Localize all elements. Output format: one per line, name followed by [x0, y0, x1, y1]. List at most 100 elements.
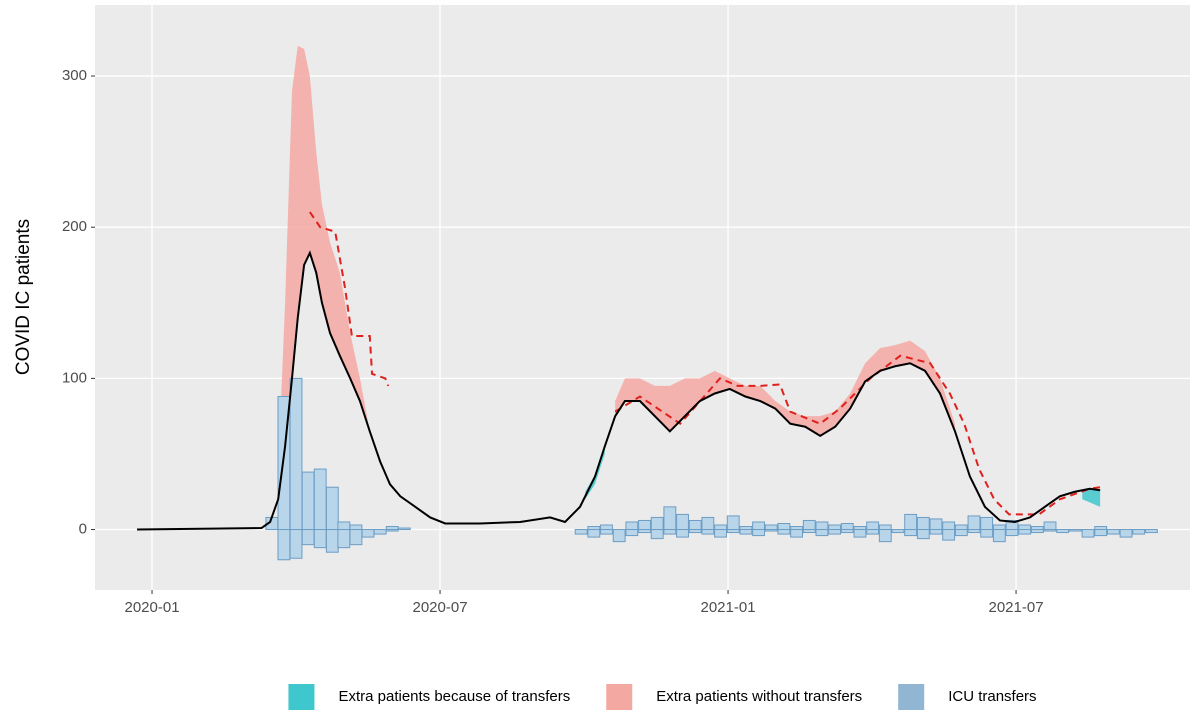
bar	[361, 529, 375, 538]
bar	[752, 529, 765, 537]
bar	[980, 529, 994, 538]
bar	[625, 521, 639, 531]
bar	[916, 529, 930, 540]
bar	[349, 529, 363, 546]
y-tick-label: 100	[62, 369, 87, 386]
bar	[1094, 529, 1108, 537]
bar	[764, 524, 778, 531]
bar	[866, 521, 880, 531]
bar	[891, 529, 905, 534]
bar	[1144, 529, 1158, 534]
bar	[840, 529, 854, 534]
legend-item: Extra patients because of transfers	[288, 684, 570, 710]
bar	[1043, 529, 1057, 532]
bar	[1081, 529, 1095, 538]
bar	[1056, 529, 1070, 534]
bar	[802, 529, 816, 534]
bar	[289, 529, 303, 559]
bar	[828, 529, 842, 535]
bar	[600, 524, 613, 531]
bar	[916, 516, 930, 531]
bar	[992, 524, 1006, 531]
bar	[337, 521, 351, 531]
bar	[929, 518, 943, 531]
legend-swatch	[606, 684, 633, 710]
legend-label: Extra patients because of transfers	[338, 688, 570, 705]
bar	[313, 529, 327, 549]
legend-label: Extra patients without transfers	[656, 688, 862, 705]
bar	[942, 521, 956, 531]
bar	[802, 519, 816, 531]
bar	[840, 522, 854, 531]
bar	[752, 521, 765, 531]
bar	[1132, 529, 1146, 535]
bar	[701, 529, 715, 535]
bar	[612, 529, 626, 543]
bar	[325, 529, 339, 553]
bar	[397, 527, 411, 531]
bar	[676, 529, 689, 538]
bar	[853, 529, 867, 538]
bar	[337, 529, 351, 549]
bar	[942, 529, 956, 541]
x-tick-label: 2021-01	[701, 599, 756, 616]
x-tick-label: 2020-01	[124, 599, 179, 616]
bar	[1068, 529, 1082, 532]
bar	[1005, 529, 1019, 537]
legend-swatch	[898, 684, 925, 710]
bar	[625, 529, 639, 537]
bar	[701, 516, 715, 531]
bar	[878, 529, 892, 543]
bar	[638, 519, 651, 531]
line	[137, 250, 1101, 531]
plot-panel	[95, 5, 1190, 590]
bar	[301, 471, 315, 531]
legend-label: ICU transfers	[948, 688, 1036, 705]
bar	[1043, 521, 1057, 531]
bar	[904, 513, 918, 531]
bar	[289, 377, 303, 531]
bar	[815, 521, 829, 531]
area	[1082, 488, 1101, 507]
bar	[1018, 524, 1032, 531]
bar	[726, 515, 740, 531]
bar	[325, 486, 339, 531]
bar	[373, 529, 387, 535]
y-tick-label: 0	[79, 521, 87, 538]
x-tick-label: 2021-07	[989, 599, 1044, 616]
bar	[954, 524, 968, 531]
bar	[992, 529, 1006, 543]
bar	[967, 515, 981, 531]
bar	[777, 529, 791, 535]
y-tick-label: 300	[62, 67, 87, 84]
x-tick-label: 2020-07	[413, 599, 468, 616]
bar	[1119, 529, 1133, 538]
bar	[385, 529, 399, 532]
bar	[714, 524, 727, 531]
bar	[815, 529, 829, 537]
bar	[1030, 529, 1044, 534]
bar	[714, 529, 727, 538]
bar	[878, 524, 892, 531]
axes: 0 100 200 300 2020-01 2020-07 2021-01 2021-07	[62, 67, 1044, 616]
bar	[954, 529, 968, 537]
bar	[1106, 529, 1120, 535]
bar	[929, 529, 943, 535]
bar	[967, 529, 981, 534]
bar	[663, 506, 677, 531]
bar	[1018, 529, 1032, 535]
marks	[137, 45, 1158, 561]
bar	[688, 519, 702, 531]
bar	[301, 529, 315, 546]
bar	[764, 529, 778, 532]
bar	[726, 529, 740, 534]
bar	[777, 522, 791, 531]
bar	[574, 529, 588, 535]
bar	[676, 513, 689, 531]
bar	[790, 529, 804, 538]
bar	[650, 529, 664, 540]
bar	[904, 529, 918, 537]
area	[615, 340, 955, 436]
